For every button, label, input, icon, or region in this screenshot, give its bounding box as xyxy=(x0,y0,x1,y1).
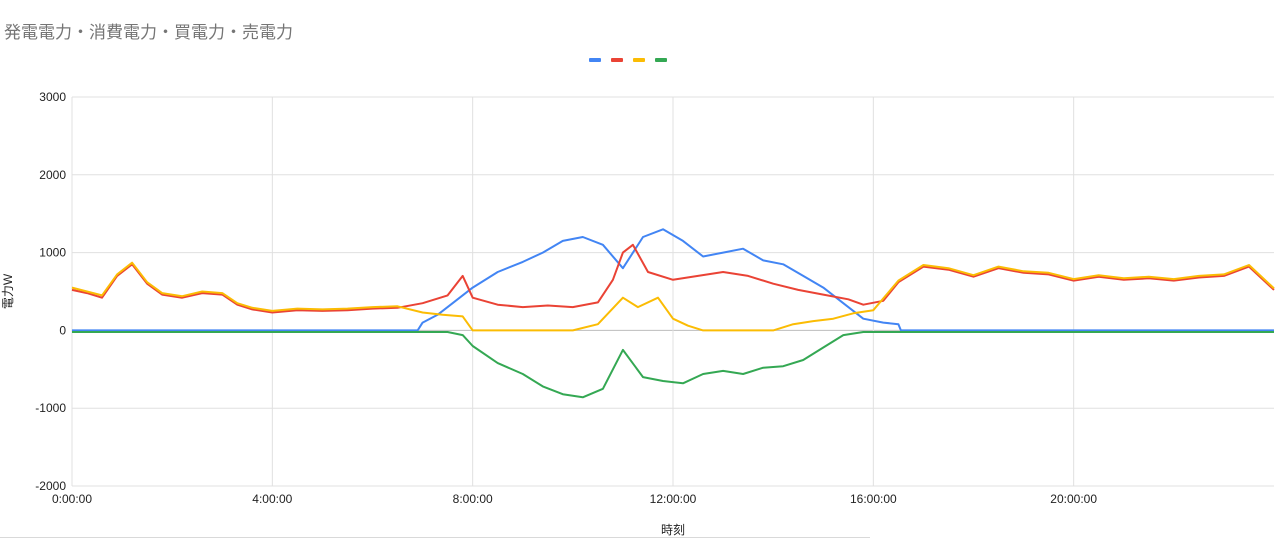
legend-swatch-1 xyxy=(589,58,601,62)
bottom-divider xyxy=(0,537,870,538)
x-tick-label: 0:00:00 xyxy=(52,492,92,506)
x-tick-label: 4:00:00 xyxy=(252,492,292,506)
y-tick-label: 0 xyxy=(59,323,66,337)
series-line-1 xyxy=(72,228,1274,332)
legend-swatch-2 xyxy=(611,58,623,62)
y-tick-label: 1000 xyxy=(39,246,66,260)
x-tick-label: 8:00:00 xyxy=(453,492,493,506)
legend-swatch-3 xyxy=(633,58,645,62)
x-axis-title: 時刻 xyxy=(661,523,685,537)
chart-title: 発電電力・消費電力・買電力・売電力 xyxy=(4,23,293,43)
x-tick-label: 20:00:00 xyxy=(1050,492,1097,506)
y-tick-label: 3000 xyxy=(39,90,66,104)
y-axis-title: 電力W xyxy=(1,273,15,309)
series-line-3 xyxy=(71,261,1275,332)
x-tick-label: 12:00:00 xyxy=(650,492,697,506)
legend-swatch-4 xyxy=(655,58,667,62)
y-tick-label: 2000 xyxy=(39,168,66,182)
series-line-2 xyxy=(71,243,1275,314)
x-tick-label: 16:00:00 xyxy=(850,492,897,506)
y-tick-label: -1000 xyxy=(35,401,66,415)
legend xyxy=(589,58,667,62)
series-line-4 xyxy=(72,331,1274,399)
y-tick-label: -2000 xyxy=(35,479,66,493)
